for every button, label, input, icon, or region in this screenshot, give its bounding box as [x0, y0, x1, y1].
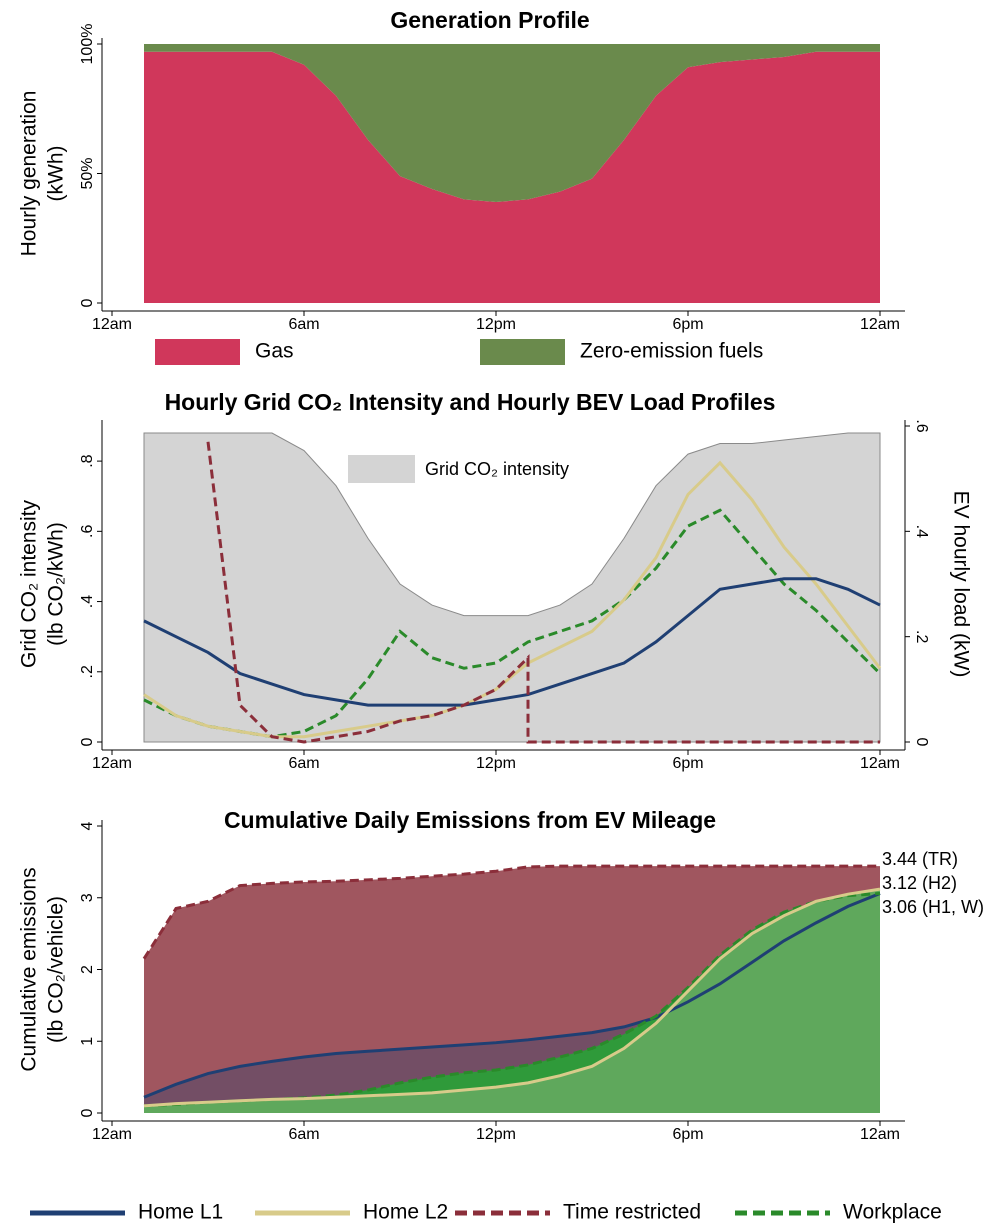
- series-line: [142, 864, 880, 960]
- chart-title: Cumulative Daily Emissions from EV Milea…: [224, 807, 716, 833]
- y2-tick-label: .2: [913, 630, 930, 643]
- legend-label: Time restricted: [563, 1201, 701, 1224]
- x-tick-label: 12am: [92, 755, 132, 772]
- x-tick-label: 12am: [92, 1126, 132, 1143]
- chart-panel: 12am 6am 12pm 6pm 12am 0 .2 .4 .6 .8 0 .2 .4 .6 EV hou…: [18, 389, 973, 772]
- y2-tick-label: .6: [913, 419, 930, 432]
- area: [144, 51, 880, 303]
- chart-panel: 12am 6am 12pm 6pm 12am 0 1 2 3 4 Cumulative emissi…: [18, 807, 984, 1223]
- y-tick-label: .8: [79, 454, 96, 467]
- legend-swatch: [480, 339, 565, 365]
- y-tick-label: 1: [79, 1037, 96, 1046]
- series-line: [206, 441, 880, 744]
- x-tick-label: 12am: [860, 755, 900, 772]
- annotation: 3.44 (TR): [882, 849, 958, 869]
- y2-tick-label: .4: [913, 525, 930, 538]
- y-tick-label: .4: [79, 595, 96, 608]
- y2-tick-label: 0: [913, 738, 930, 747]
- area: [143, 432, 881, 743]
- legend-swatch: [155, 339, 240, 365]
- chart-title: Generation Profile: [390, 7, 589, 33]
- x-tick-label: 6am: [288, 316, 319, 333]
- y-axis-title: Hourly generation: [18, 91, 41, 257]
- y-tick-label: 0: [79, 298, 96, 307]
- y-tick-label: .6: [79, 525, 96, 538]
- x-tick-label: 12am: [860, 316, 900, 333]
- series-line: [143, 460, 882, 739]
- y-tick-label: 0: [79, 1108, 96, 1117]
- y-tick-label: 50%: [79, 157, 96, 189]
- y-tick-label: 4: [79, 821, 96, 830]
- chart-panel: 12am 6am 12pm 6pm 12am 0 50% 100% Hourly generat…: [18, 7, 905, 365]
- y-tick-label: 3: [79, 893, 96, 902]
- annotation: 3.06 (H1, W): [882, 897, 984, 917]
- y-tick-label: 2: [79, 965, 96, 974]
- legend-label: Zero-emission fuels: [580, 340, 763, 363]
- x-tick-label: 12pm: [476, 1126, 516, 1143]
- series-line: [143, 891, 881, 1108]
- area: [144, 889, 880, 1113]
- legend-label: Home L2: [363, 1201, 448, 1224]
- y-axis-title: (kWh): [45, 146, 68, 202]
- x-tick-label: 6am: [288, 755, 319, 772]
- series-line: [143, 887, 881, 1108]
- legend-label: Grid CO₂ intensity: [425, 459, 569, 479]
- area: [144, 44, 880, 202]
- y2-axis-title: EV hourly load (kW): [949, 491, 972, 678]
- x-tick-label: 12am: [860, 1126, 900, 1143]
- x-tick-label: 12am: [92, 316, 132, 333]
- legend-label: Home L1: [138, 1201, 223, 1224]
- x-tick-label: 6pm: [672, 1126, 703, 1143]
- x-tick-label: 6pm: [672, 316, 703, 333]
- x-tick-label: 12pm: [476, 755, 516, 772]
- y-axis-title: (lb CO₂/kWh): [45, 522, 68, 646]
- y-tick-label: 0: [79, 737, 96, 746]
- series-line: [143, 577, 881, 707]
- y-axis-title: Grid CO₂ intensity: [18, 499, 41, 668]
- x-tick-label: 6pm: [672, 755, 703, 772]
- x-tick-label: 6am: [288, 1126, 319, 1143]
- x-tick-label: 12pm: [476, 316, 516, 333]
- y-axis-title: Cumulative emissions: [18, 867, 41, 1071]
- legend-swatch: [348, 455, 415, 483]
- y-tick-label: 100%: [79, 24, 96, 65]
- y-tick-label: .2: [79, 665, 96, 678]
- legend-label: Gas: [255, 340, 294, 363]
- legend-label: Workplace: [843, 1201, 942, 1224]
- chart-title: Hourly Grid CO₂ Intensity and Hourly BEV…: [165, 389, 776, 415]
- annotation: 3.12 (H2): [882, 873, 957, 893]
- y-axis-title: (lb CO₂/vehicle): [45, 896, 68, 1043]
- series-line: [143, 892, 881, 1099]
